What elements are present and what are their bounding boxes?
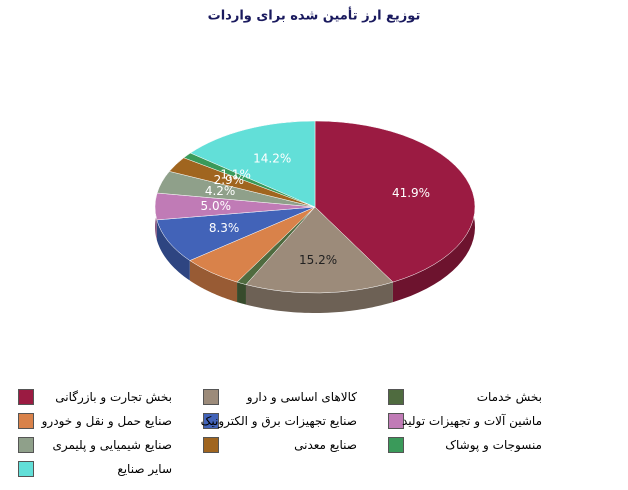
legend-label: سایر صنایع xyxy=(117,462,172,476)
legend-item[interactable]: منسوجات و پوشاک xyxy=(388,436,573,454)
legend-swatch xyxy=(18,389,34,405)
slice xyxy=(189,120,316,208)
legend-item[interactable]: کالاهای اساسی و دارو xyxy=(203,388,388,406)
legend-item[interactable]: صنایع شیمیایی و پلیمری xyxy=(18,436,203,454)
legend: بخش تجارت و بازرگانی کالاهای اساسی و دارو… xyxy=(18,388,618,478)
legend-label: صنایع تجهیزات برق و الکترونیک xyxy=(200,414,357,428)
legend-item[interactable]: صنایع حمل و نقل و خودرو xyxy=(18,412,203,430)
legend-swatch xyxy=(203,389,219,405)
slice-side xyxy=(237,282,246,305)
legend-swatch xyxy=(18,461,34,477)
slice-side xyxy=(156,219,190,281)
legend-label: صنایع معدنی xyxy=(294,438,357,452)
legend-swatch xyxy=(18,437,34,453)
legend-item[interactable]: بخش تجارت و بازرگانی xyxy=(18,388,203,406)
data-label: 5.0% xyxy=(201,199,232,213)
legend-item[interactable]: بخش خدمات xyxy=(388,388,573,406)
legend-item[interactable]: سایر صنایع xyxy=(18,460,203,478)
legend-item[interactable]: صنایع تجهیزات برق و الکترونیک xyxy=(200,412,388,430)
legend-swatch xyxy=(203,437,219,453)
slice xyxy=(314,120,476,283)
data-label: 14.2% xyxy=(253,151,291,165)
slice-side xyxy=(245,282,393,313)
legend-swatch xyxy=(388,437,404,453)
chart-title: توزیع ارز تأمین شده برای واردات xyxy=(208,7,421,24)
legend-item[interactable]: ماشین آلات و تجهیزات تولید xyxy=(388,412,573,430)
data-label: 15.2% xyxy=(299,253,337,267)
slice-side xyxy=(189,260,238,303)
legend-label: ماشین آلات و تجهیزات تولید xyxy=(401,414,542,428)
legend-swatch xyxy=(388,413,404,429)
slice xyxy=(245,206,394,294)
legend-swatch xyxy=(18,413,34,429)
legend-label: منسوجات و پوشاک xyxy=(445,438,542,452)
data-label: 41.9% xyxy=(392,186,430,200)
legend-label: بخش خدمات xyxy=(476,390,542,404)
legend-swatch xyxy=(203,413,219,429)
legend-label: صنایع شیمیایی و پلیمری xyxy=(52,438,172,452)
legend-label: کالاهای اساسی و دارو xyxy=(246,390,357,404)
data-label: 1.1% xyxy=(220,167,251,181)
data-label: 4.2% xyxy=(205,184,236,198)
legend-item[interactable]: صنایع معدنی xyxy=(203,436,388,454)
legend-label: صنایع حمل و نقل و خودرو xyxy=(41,414,172,428)
data-label: 2.9% xyxy=(214,173,245,187)
legend-label: بخش تجارت و بازرگانی xyxy=(55,390,172,404)
data-label: 8.3% xyxy=(209,221,240,235)
chart: توزیع ارز تأمین شده برای واردات 41.9% 15.… xyxy=(154,7,476,313)
legend-swatch xyxy=(388,389,404,405)
